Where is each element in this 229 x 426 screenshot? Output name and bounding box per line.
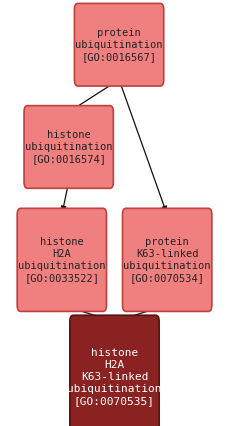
FancyBboxPatch shape xyxy=(17,208,106,311)
Text: protein
ubiquitination
[GO:0016567]: protein ubiquitination [GO:0016567] xyxy=(75,28,163,62)
Text: histone
H2A
K63-linked
ubiquitination
[GO:0070535]: histone H2A K63-linked ubiquitination [G… xyxy=(67,348,162,406)
Text: protein
K63-linked
ubiquitination
[GO:0070534]: protein K63-linked ubiquitination [GO:00… xyxy=(123,237,211,283)
FancyBboxPatch shape xyxy=(123,208,212,311)
FancyBboxPatch shape xyxy=(74,3,164,86)
Text: histone
ubiquitination
[GO:0016574]: histone ubiquitination [GO:0016574] xyxy=(25,130,112,164)
Text: histone
H2A
ubiquitination
[GO:0033522]: histone H2A ubiquitination [GO:0033522] xyxy=(18,237,106,283)
FancyBboxPatch shape xyxy=(70,315,159,426)
FancyBboxPatch shape xyxy=(24,106,113,188)
